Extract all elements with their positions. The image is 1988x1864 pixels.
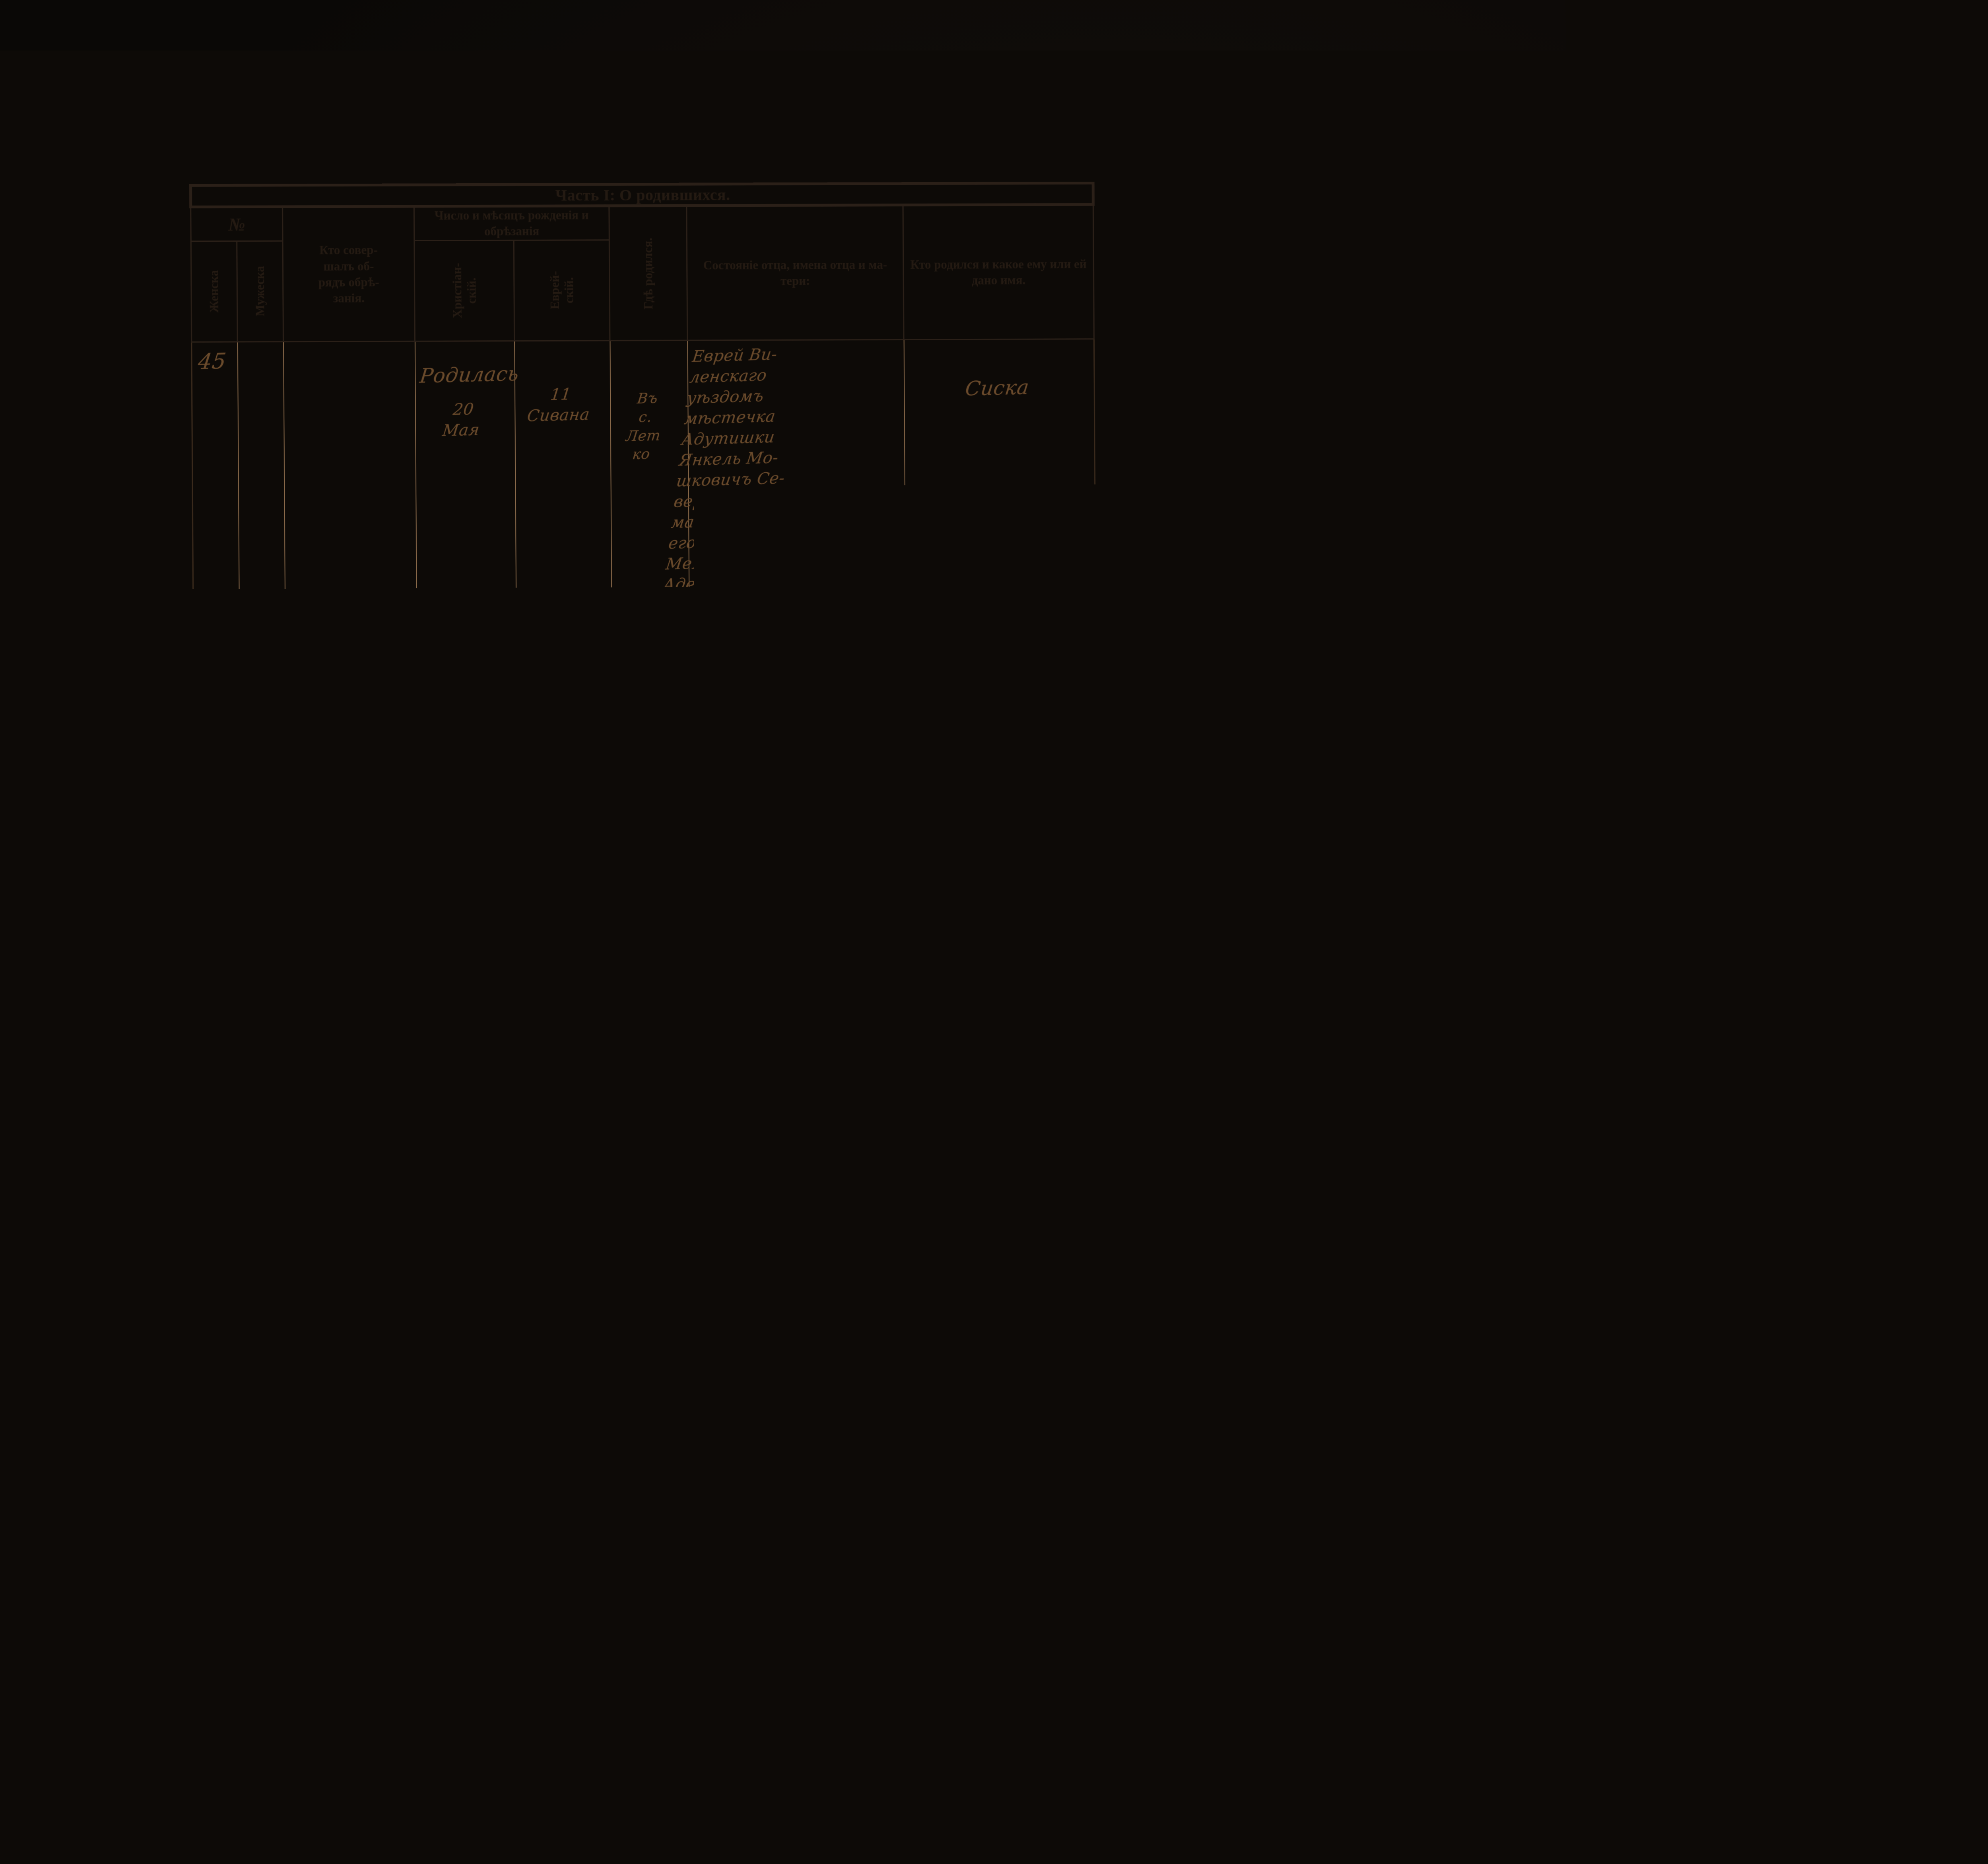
cell-he-date-jewish-46	[1501, 861, 1591, 1219]
table-row: 55 הרב מרדכי זעליג 17 מאי נימול 24 מאי ז…	[1195, 1212, 1988, 1752]
cell-he-child-name-55: שאיע	[1926, 1212, 1988, 1744]
header-where-born-hebrew: איה נולד דרך משל בעיר ווילנא	[1577, 207, 1687, 392]
cell-he-date-jewish-55: ז סיון 15 סיון	[1506, 1218, 1599, 1748]
cell-date-jewish-55: 7 Сивана 15 Сивана	[519, 1168, 618, 1746]
cell-he-num-45: 45	[1183, 398, 1235, 866]
table-row: 45 Родилась 20 Мая 11 Сивана Въ с. Лет к…	[192, 339, 1097, 812]
cell-date-jewish-46	[517, 810, 615, 1168]
cell-child-name-55: Шая	[909, 1164, 1103, 1742]
header-who-performed: Кто совер- шалъ об- рядъ обрѣ- занiя.	[283, 206, 415, 341]
header-sex-male: Мужеска	[237, 241, 283, 342]
cell-date-jewish-45: 11 Сивана	[514, 340, 613, 810]
cell-who-performed-46: то же	[286, 810, 520, 1170]
header-calendar-christian-label: Христiан- скiй.	[450, 258, 479, 323]
header-sex-male-hebrew-label: זכר	[1198, 333, 1213, 362]
cell-child-name-45: Сиска	[904, 339, 1097, 808]
cell-num-female-45: 45	[192, 342, 241, 812]
cell-he-date-jewish-45: 11 סיון	[1495, 392, 1586, 862]
header-mohel: מי היה המוהל המורע והמטץ	[1272, 211, 1409, 397]
cell-he-parents-45: יאנקיל משקאוויטש סעווער מליטעווסק אדוטיש…	[1687, 386, 1920, 859]
header-sex-male-hebrew: זכר	[1182, 297, 1229, 398]
cell-he-where-born-55: כן	[1591, 1217, 1706, 1748]
header-who-born-name: Кто родился и какое ему или ей дано имя.	[903, 204, 1094, 339]
header-date-group-hebrew: חודש , ויום תולדת , ויום המילה , דרך משל…	[1407, 208, 1578, 294]
cell-he-where-born-46: כן	[1586, 859, 1699, 1218]
cell-he-child-name-45: סיסקא	[1914, 383, 1988, 856]
cell-he-mohel-46	[1281, 863, 1421, 1222]
cell-he-parents-46: וואלף לוזשקי משטעטיל מיינע אשתו עטל בת ל…	[1694, 855, 1926, 1216]
cell-num-female-46: 46	[194, 812, 243, 1170]
cell-who-performed-55: Луцкий Равинъ Мордхе Отецъ Зорахъ	[288, 1169, 423, 1748]
cell-he-mohel-55: הרב מרדכי זעליג	[1286, 1220, 1428, 1751]
cell-he-sexbox-46	[1235, 865, 1286, 1223]
header-sex-female-label: Женска	[207, 265, 221, 318]
masthead-russian: А Книга для записки родившихся Евреевъ н…	[362, 134, 800, 157]
header-where-born: Гдѣ родился.	[609, 206, 687, 340]
header-child-name-hebrew: מי נולד ואיזה שם ניתן לו , דרך משל נולד …	[1911, 200, 1988, 386]
scanned-page-scene: А Книга для записки родившихся Евреевъ н…	[0, 0, 1988, 1864]
table-row: 45 20 מאי 11 סיון לעט קא יאנקיל משקאוויט…	[1183, 383, 1988, 866]
header-number-symbol: №	[191, 207, 283, 241]
header-calendar-jewish-hebrew: למנין יהודים	[1493, 291, 1580, 393]
header-parents-hebrew: שם האב , והאם של הילד , ומה מעשהו דרך מש…	[1685, 203, 1914, 390]
cell-he-num-55: 55	[1195, 1223, 1248, 1752]
cell-num-male-46	[240, 811, 288, 1170]
header-father-state: Состоянiе отца, имена отца и ма- тери:	[687, 205, 904, 340]
header-date-group: Число и мѣсяцъ рожденiя и обрѣзанiя	[414, 206, 609, 241]
cell-child-name-46: Линкендия	[907, 807, 1099, 1166]
cell-he-child-name-46: לינקא	[1920, 853, 1988, 1214]
register-table-russian: Часть I: О родившихся. № Кто совер- шалъ…	[189, 182, 1104, 1750]
cell-father-state-46: Еврей м. Луж- хатишскаго въ мѣстечко ник…	[690, 808, 909, 1167]
header-sex-female-hebrew: נקבה	[1227, 296, 1274, 397]
open-register-book: А Книга для записки родившихся Евреевъ н…	[36, 28, 1988, 1841]
cell-who-performed-45	[283, 341, 418, 811]
cell-he-date-greek-55: 17 מאי נימול 24 מאי	[1421, 1219, 1513, 1749]
header-sex-male-label: Мужеска	[253, 261, 268, 321]
table-row: 46 то же Еврей м. Луж- хатишскаго въ мѣс…	[194, 807, 1099, 1170]
cell-num-female-55	[197, 1170, 246, 1749]
header-calendar-greek: למנין יונים	[1408, 293, 1495, 394]
cell-where-born-46	[613, 809, 692, 1168]
cell-father-state-45: Еврей Ви- ленскаго уѣздомъ мѣстечка Адут…	[687, 339, 907, 809]
register-table-hebrew: חלק ראשון מן נולדים מספר מי היה המוהל המ…	[1179, 177, 1988, 1752]
header-sex-female: Женска	[191, 241, 237, 342]
header-calendar-jewish: Еврей- скiй.	[514, 240, 610, 341]
part-title-russian: Часть I: О родившихся.	[190, 183, 1093, 207]
cell-he-date-greek-45: 20 מאי	[1409, 393, 1501, 863]
header-calendar-jewish-label: Еврей- скiй.	[547, 266, 577, 314]
cell-he-sexbox-55	[1240, 1222, 1293, 1751]
table-row: 55 Луцкий Равинъ Мордхе Отецъ Зорахъ Род…	[197, 1164, 1103, 1749]
cell-he-where-born-45: לעט קא	[1580, 390, 1693, 861]
cell-he-sexbox-45	[1229, 397, 1281, 866]
cell-num-male-45	[237, 341, 286, 811]
header-calendar-christian: Христiан- скiй.	[414, 240, 514, 341]
header-number-hebrew: מספר	[1180, 213, 1273, 297]
cell-he-parents-55: דוד מיכלוויטש בערשטיין מדובנא בערעטשקא א…	[1699, 1214, 1933, 1746]
cell-he-num-46: 46	[1190, 865, 1240, 1223]
cell-he-mohel-45	[1274, 394, 1415, 865]
table-row: 46 ל"ד כן וואלף לוזשקי משטעטיל מיינע אשת…	[1190, 853, 1988, 1223]
cell-father-state-55: Еврей Дубен- скаго уѣзда Беретечка Давид…	[693, 1166, 912, 1744]
cell-date-christian-55: Родился 17 Мая Обрѣзанie Совершалось 24 …	[420, 1168, 523, 1747]
header-sex-female-hebrew-label: נקבה	[1243, 327, 1258, 367]
cell-date-christian-45: Родилась 20 Мая	[415, 341, 517, 811]
header-where-born-label: Гдѣ родился.	[640, 233, 657, 314]
cell-he-date-greek-46: ל"ד	[1415, 862, 1506, 1220]
